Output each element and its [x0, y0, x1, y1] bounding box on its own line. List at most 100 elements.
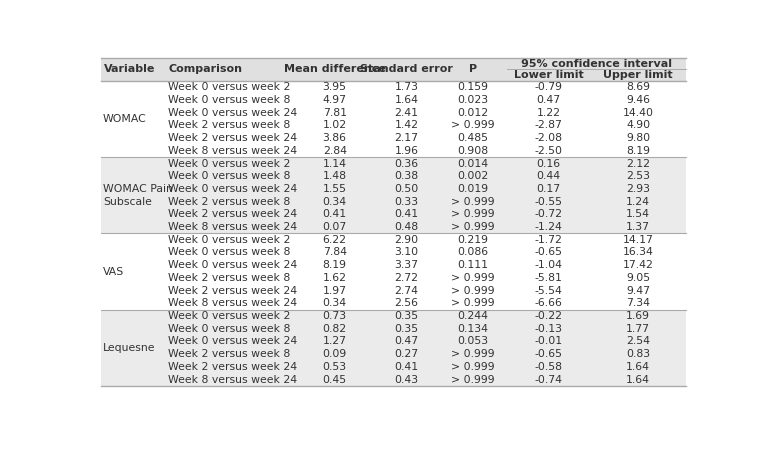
Text: 0.07: 0.07	[323, 222, 347, 232]
Text: 4.97: 4.97	[323, 95, 346, 105]
Text: 0.023: 0.023	[458, 95, 488, 105]
Text: Week 8 versus week 24: Week 8 versus week 24	[168, 374, 297, 384]
Text: -1.24: -1.24	[535, 222, 562, 232]
Text: Week 0 versus week 24: Week 0 versus week 24	[168, 260, 297, 270]
Text: > 0.999: > 0.999	[452, 349, 495, 359]
Text: 95% confidence interval: 95% confidence interval	[521, 59, 672, 69]
Text: 0.47: 0.47	[394, 337, 419, 347]
Text: 7.34: 7.34	[626, 298, 650, 308]
Text: Week 8 versus week 24: Week 8 versus week 24	[168, 146, 297, 156]
Text: 0.014: 0.014	[458, 158, 488, 169]
Text: 0.41: 0.41	[394, 362, 419, 372]
Text: 0.48: 0.48	[394, 222, 419, 232]
Text: 1.96: 1.96	[395, 146, 419, 156]
Text: 8.69: 8.69	[626, 82, 650, 92]
Text: 1.48: 1.48	[323, 171, 346, 181]
Text: -0.74: -0.74	[535, 374, 563, 384]
Text: 0.47: 0.47	[537, 95, 561, 105]
Text: 0.485: 0.485	[458, 133, 488, 143]
Text: 0.019: 0.019	[458, 184, 488, 194]
Text: Week 2 versus week 24: Week 2 versus week 24	[168, 209, 297, 219]
Text: 3.86: 3.86	[323, 133, 346, 143]
Text: 1.64: 1.64	[626, 374, 650, 384]
Bar	[101, 81, 686, 157]
Text: 1.62: 1.62	[323, 273, 346, 283]
Text: 14.40: 14.40	[623, 108, 654, 118]
Text: P: P	[469, 64, 477, 74]
Text: 2.17: 2.17	[395, 133, 419, 143]
Text: Comparison: Comparison	[168, 64, 242, 74]
Text: 1.02: 1.02	[323, 121, 347, 130]
Text: 0.012: 0.012	[458, 108, 488, 118]
Bar	[101, 310, 686, 386]
Text: 0.53: 0.53	[323, 362, 347, 372]
Text: Standard error: Standard error	[360, 64, 453, 74]
Text: 0.27: 0.27	[394, 349, 419, 359]
Text: > 0.999: > 0.999	[452, 209, 495, 219]
Text: 2.84: 2.84	[323, 146, 346, 156]
Text: 0.34: 0.34	[323, 197, 347, 207]
Text: -2.87: -2.87	[535, 121, 562, 130]
Text: 1.77: 1.77	[626, 324, 650, 334]
Text: Week 0 versus week 24: Week 0 versus week 24	[168, 337, 297, 347]
Text: 0.45: 0.45	[323, 374, 347, 384]
Text: -6.66: -6.66	[535, 298, 562, 308]
Text: 0.41: 0.41	[394, 209, 419, 219]
Text: 0.134: 0.134	[458, 324, 488, 334]
Text: 9.05: 9.05	[626, 273, 650, 283]
Text: Week 2 versus week 24: Week 2 versus week 24	[168, 362, 297, 372]
Text: -0.01: -0.01	[535, 337, 563, 347]
Text: 0.111: 0.111	[458, 260, 488, 270]
Text: 1.24: 1.24	[626, 197, 650, 207]
Text: 2.74: 2.74	[395, 286, 419, 296]
Text: 0.43: 0.43	[394, 374, 419, 384]
Text: -0.22: -0.22	[535, 311, 563, 321]
Bar	[101, 234, 686, 310]
Text: 2.53: 2.53	[626, 171, 650, 181]
Text: Week 0 versus week 24: Week 0 versus week 24	[168, 108, 297, 118]
Text: Week 8 versus week 24: Week 8 versus week 24	[168, 222, 297, 232]
Text: 1.55: 1.55	[323, 184, 346, 194]
Text: Lequesne: Lequesne	[103, 343, 155, 353]
Text: -0.72: -0.72	[535, 209, 563, 219]
Text: 1.14: 1.14	[323, 158, 346, 169]
Text: 0.053: 0.053	[458, 337, 488, 347]
Text: -5.81: -5.81	[535, 273, 562, 283]
Text: WOMAC: WOMAC	[103, 114, 147, 124]
Text: 0.35: 0.35	[394, 311, 419, 321]
Text: Variable: Variable	[104, 64, 155, 74]
Text: 8.19: 8.19	[626, 146, 650, 156]
Text: 0.908: 0.908	[458, 146, 488, 156]
Text: -5.54: -5.54	[535, 286, 562, 296]
Text: 0.159: 0.159	[458, 82, 488, 92]
Text: 9.80: 9.80	[626, 133, 650, 143]
Text: 4.90: 4.90	[626, 121, 650, 130]
Text: 16.34: 16.34	[623, 248, 654, 257]
Text: Week 2 versus week 24: Week 2 versus week 24	[168, 286, 297, 296]
Text: 2.90: 2.90	[394, 235, 419, 245]
Text: Week 0 versus week 2: Week 0 versus week 2	[168, 82, 290, 92]
Text: 0.244: 0.244	[458, 311, 488, 321]
Text: -2.50: -2.50	[535, 146, 563, 156]
Text: -0.55: -0.55	[535, 197, 563, 207]
Text: 6.22: 6.22	[323, 235, 346, 245]
Text: 2.54: 2.54	[626, 337, 650, 347]
Text: 0.219: 0.219	[458, 235, 488, 245]
Text: 0.34: 0.34	[323, 298, 347, 308]
Text: > 0.999: > 0.999	[452, 197, 495, 207]
Text: Week 8 versus week 24: Week 8 versus week 24	[168, 298, 297, 308]
Text: 0.38: 0.38	[394, 171, 419, 181]
Text: -1.72: -1.72	[535, 235, 562, 245]
Text: Week 2 versus week 8: Week 2 versus week 8	[168, 273, 290, 283]
Text: 3.10: 3.10	[394, 248, 419, 257]
Text: > 0.999: > 0.999	[452, 298, 495, 308]
Text: Week 0 versus week 8: Week 0 versus week 8	[168, 171, 290, 181]
Text: 2.56: 2.56	[395, 298, 419, 308]
Text: > 0.999: > 0.999	[452, 362, 495, 372]
Text: > 0.999: > 0.999	[452, 286, 495, 296]
Text: 7.81: 7.81	[323, 108, 346, 118]
Text: Upper limit: Upper limit	[604, 70, 673, 80]
Text: 1.42: 1.42	[395, 121, 419, 130]
Text: 1.27: 1.27	[323, 337, 346, 347]
Text: Week 0 versus week 2: Week 0 versus week 2	[168, 158, 290, 169]
